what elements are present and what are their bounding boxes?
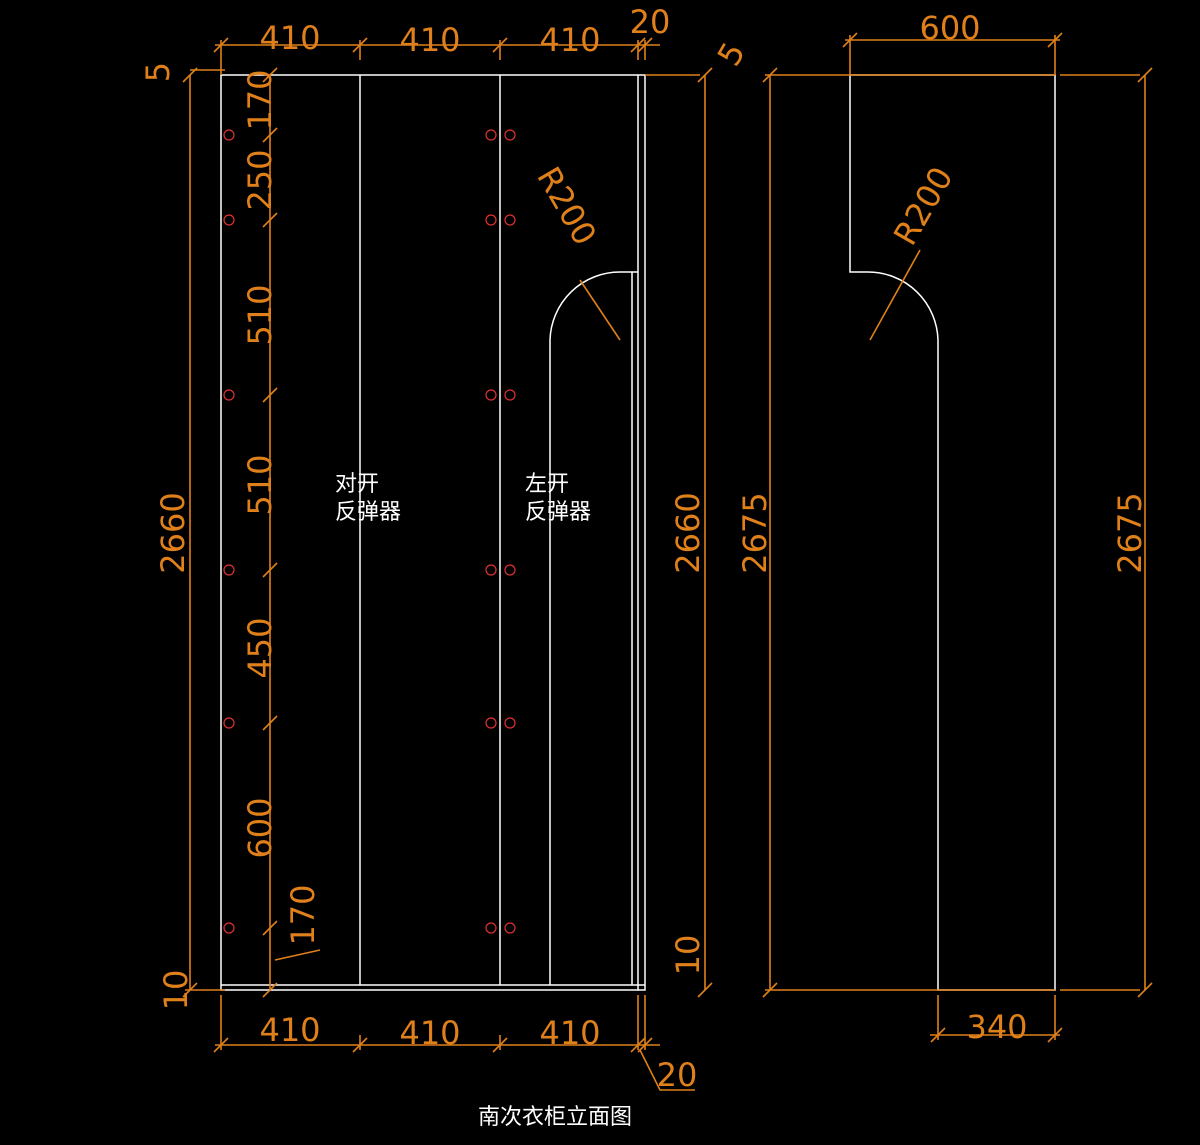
dimension-label: 510	[241, 284, 279, 345]
dimension-label: 2660	[154, 492, 192, 573]
dimension-tick	[1137, 67, 1153, 83]
side-panel	[849, 74, 1056, 991]
dimension-tick	[492, 1037, 508, 1053]
dimension-label: 2660	[669, 492, 707, 573]
dimension-label: 450	[241, 617, 279, 678]
hinge	[504, 389, 516, 401]
dimension-label: 10	[669, 935, 707, 976]
dimension-tick	[352, 1037, 368, 1053]
dimension-label: 250	[241, 149, 279, 210]
dimension-label: 410	[539, 1014, 600, 1052]
dimension-label: 410	[259, 1011, 320, 1049]
drawing-title: 南次衣柜立面图	[478, 1105, 632, 1130]
dimension-tick	[630, 1037, 646, 1053]
door-note: 反弹器	[335, 500, 401, 525]
dimension-tick	[262, 715, 278, 731]
dimension-tick	[352, 37, 368, 53]
radius-label: R200	[529, 160, 604, 251]
dimension-tick	[637, 37, 653, 53]
hinge	[485, 564, 497, 576]
dimension-label: 10	[157, 970, 195, 1011]
dimension-label: 340	[966, 1008, 1027, 1046]
dimension-label: 5	[710, 36, 753, 73]
dimension-tick	[262, 67, 278, 83]
hinge	[485, 214, 497, 226]
dimension-tick	[213, 37, 229, 53]
hinge	[223, 717, 235, 729]
hinge	[223, 129, 235, 141]
door-note: 对开	[335, 472, 379, 497]
dimension-tick	[697, 67, 713, 83]
dimension-label: 170	[284, 884, 322, 945]
dimension-tick	[1047, 1027, 1063, 1043]
dimension-tick	[262, 127, 278, 143]
dimension-lines	[182, 32, 1153, 1091]
dimension-tick	[213, 1037, 229, 1053]
dimension-tick	[637, 1037, 653, 1053]
hinge	[223, 922, 235, 934]
hinge	[485, 922, 497, 934]
dimension-tick	[697, 982, 713, 998]
dimension-label: 410	[399, 21, 460, 59]
dimension-tick	[630, 37, 646, 53]
dimension-tick	[262, 920, 278, 936]
dimension-tick	[262, 562, 278, 578]
dimension-label: 410	[539, 21, 600, 59]
door-note: 反弹器	[525, 500, 591, 525]
hinge	[223, 564, 235, 576]
dimension-tick	[842, 32, 858, 48]
dimension-label: 510	[241, 454, 279, 515]
dimension-label: 410	[399, 1014, 460, 1052]
dimension-label: 20	[657, 1056, 698, 1094]
dimension-tick	[262, 982, 278, 998]
hinge	[504, 717, 516, 729]
door-note: 左开	[525, 472, 569, 497]
dimension-tick	[262, 387, 278, 403]
dimension-tick	[762, 982, 778, 998]
dimension-tick	[182, 982, 198, 998]
dimension-tick	[492, 37, 508, 53]
dimension-label: 410	[259, 19, 320, 57]
cabinet-outline	[220, 74, 646, 991]
hinge	[223, 214, 235, 226]
dimension-label: 600	[919, 9, 980, 47]
dimension-label: 170	[241, 69, 279, 130]
hinge	[504, 129, 516, 141]
hinge	[485, 129, 497, 141]
hinge	[485, 717, 497, 729]
hinge	[504, 922, 516, 934]
dimension-tick	[930, 1027, 946, 1043]
hinge	[504, 564, 516, 576]
hinge	[504, 214, 516, 226]
hinge	[223, 389, 235, 401]
dimension-tick	[182, 67, 198, 83]
dimension-label: 600	[241, 797, 279, 858]
dimension-tick	[762, 67, 778, 83]
dimension-tick	[262, 212, 278, 228]
dimension-label: 5	[139, 62, 177, 82]
dimension-label: 2675	[1111, 492, 1149, 573]
dimension-label: 20	[630, 3, 671, 41]
dimension-tick	[1047, 32, 1063, 48]
dimension-label: 2675	[736, 492, 774, 573]
hinge	[485, 389, 497, 401]
hinges	[223, 129, 516, 934]
radius-label: R200	[886, 160, 961, 251]
dimension-tick	[1137, 982, 1153, 998]
